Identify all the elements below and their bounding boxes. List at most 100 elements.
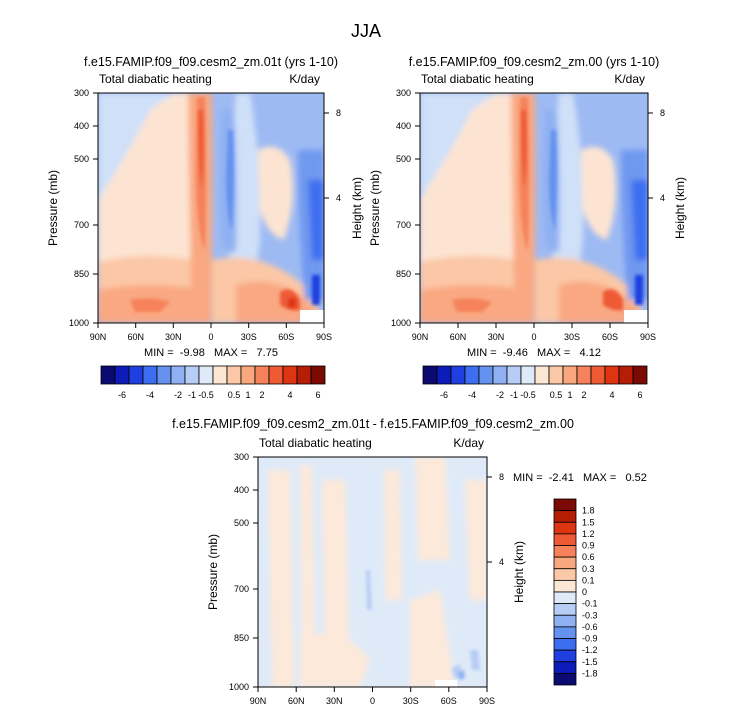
colorbar-swatch (576, 365, 592, 385)
panel-3-y-right-tick-label: 8 (499, 472, 504, 482)
colorbar-swatch (478, 365, 494, 385)
colorbar-swatch (296, 365, 312, 385)
panel-2-y-tick-label: 850 (396, 269, 411, 279)
panel-1-y-tick-label: 500 (74, 154, 89, 164)
colorbar-label: 0.6 (582, 552, 595, 562)
colorbar-swatch (492, 365, 508, 385)
panel-1-ylabel: Pressure (mb) (46, 170, 60, 246)
colorbar-label: 0.5 (550, 390, 563, 400)
panel-3-ylabel-right: Height (km) (512, 541, 526, 603)
panel-3-x-tick-label: 60S (441, 696, 457, 706)
colorbar-swatch (553, 510, 577, 523)
colorbar-swatch (170, 365, 186, 385)
panel-3-y-tick-label: 700 (234, 584, 249, 594)
colorbar-label: -6 (118, 390, 126, 400)
panel-1-y-tick-label: 400 (74, 121, 89, 131)
colorbar-swatch (534, 365, 550, 385)
colorbar-swatch (422, 365, 438, 385)
panel-2-y-tick-label: 500 (396, 154, 411, 164)
panel-1-y-tick-label: 300 (74, 88, 89, 98)
panel-2-y-right-tick-label: 4 (660, 193, 665, 203)
panel-2-y-tick-label: 400 (396, 121, 411, 131)
colorbar-swatch (100, 365, 116, 385)
colorbar-swatch (520, 365, 536, 385)
colorbar-swatch (553, 603, 577, 616)
colorbar-label: -1 (510, 390, 518, 400)
panel-3-y-tick-label: 1000 (229, 682, 249, 692)
panel-2-x-tick-label: 60S (602, 332, 618, 342)
colorbar-label: 1.5 (582, 517, 595, 527)
panel-3-x-ticks: 90N 60N 30N 0 30S 60S 90S (250, 687, 495, 706)
panel-3-y-tick-label: 300 (234, 452, 249, 462)
panel-2-y-ticks: 300 400 500 700 850 1000 (391, 88, 420, 328)
panel-3-x-tick-label: 30S (403, 696, 419, 706)
colorbar-label: 4 (287, 390, 292, 400)
panel-3-y-tick-label: 850 (234, 633, 249, 643)
panel-3-y-ticks: 300 400 500 700 850 1000 (229, 452, 258, 692)
panel-1-y-right-tick-label: 4 (336, 193, 341, 203)
panel-3-y-tick-label: 500 (234, 518, 249, 528)
colorbar-label: 0.5 (228, 390, 241, 400)
panel-2-y-right-ticks: 8 4 (648, 108, 665, 203)
colorbar-label: 0.1 (582, 575, 595, 585)
colorbar-swatch (553, 521, 577, 535)
panel-2-ylabel: Pressure (mb) (368, 170, 382, 246)
colorbar-swatch (268, 365, 284, 385)
panel-3-y-right-ticks: 8 4 (487, 472, 504, 567)
colorbar-label: -0.5 (520, 390, 536, 400)
colorbar-swatch (548, 365, 564, 385)
panel-2-subtitle-left: Total diabatic heating (421, 72, 534, 86)
panel-1-field (98, 93, 324, 323)
colorbar-label: 1 (245, 390, 250, 400)
panel-1-x-tick-label: 90S (316, 332, 332, 342)
panel-2-ylabel-right: Height (km) (673, 177, 687, 239)
colorbar-swatch (226, 365, 242, 385)
colorbar-label: -1.5 (582, 657, 598, 667)
colorbar-swatch (553, 626, 577, 639)
panel-3-x-tick-label: 90N (250, 696, 267, 706)
colorbar-swatch (128, 365, 144, 385)
panel-1-y-ticks: 300 400 500 700 850 1000 (69, 88, 98, 328)
colorbar-label: 1 (567, 390, 572, 400)
colorbar-swatch (632, 365, 648, 385)
colorbar-swatch (240, 365, 256, 385)
panel-3-x-tick-label: 90S (479, 696, 495, 706)
colorbar-label: 6 (315, 390, 320, 400)
panel-3-y-right-tick-label: 4 (499, 557, 504, 567)
panel-1-x-tick-label: 60N (127, 332, 144, 342)
panel-3: f.e15.FAMIP.f09_f09.cesm2_zm.01t - f.e15… (172, 417, 647, 706)
colorbar-swatch (114, 365, 130, 385)
panel-3-colorbar: 1.81.51.20.90.60.30.10-0.1-0.3-0.6-0.9-1… (553, 498, 598, 686)
panel-2-title: f.e15.FAMIP.f09_f09.cesm2_zm.00 (yrs 1-1… (409, 55, 660, 69)
colorbar-swatch (553, 638, 577, 651)
colorbar-swatch (553, 533, 577, 546)
colorbar-swatch (553, 672, 577, 686)
panel-1-x-tick-label: 30N (165, 332, 182, 342)
colorbar-label: -2 (174, 390, 182, 400)
colorbar-label: 2 (259, 390, 264, 400)
colorbar-label: -6 (440, 390, 448, 400)
panel-1-x-tick-label: 90N (90, 332, 107, 342)
panel-1-y-tick-label: 850 (74, 269, 89, 279)
colorbar-label: -4 (146, 390, 154, 400)
colorbar-swatch (553, 649, 577, 663)
colorbar-label: -0.1 (582, 599, 598, 609)
panel-3-title: f.e15.FAMIP.f09_f09.cesm2_zm.01t - f.e15… (172, 417, 574, 431)
panel-2-x-tick-label: 0 (531, 332, 536, 342)
colorbar-swatch (282, 365, 298, 385)
colorbar-label: -4 (468, 390, 476, 400)
panel-3-stats: MIN = -2.41 MAX = 0.52 (513, 472, 647, 484)
colorbar-swatch (254, 365, 270, 385)
panel-2-y-right-tick-label: 8 (660, 108, 665, 118)
panel-2-field (420, 93, 648, 323)
colorbar-label: -0.6 (582, 622, 598, 632)
colorbar-swatch (184, 365, 200, 385)
panel-2-y-tick-label: 700 (396, 220, 411, 230)
colorbar-swatch (142, 365, 158, 385)
colorbar-label: 1.2 (582, 529, 595, 539)
colorbar-swatch (553, 591, 577, 605)
panel-1-ylabel-right: Height (km) (350, 177, 364, 239)
panel-2-x-ticks: 90N 60N 30N 0 30S 60S 90S (412, 323, 656, 342)
panel-1-x-tick-label: 60S (278, 332, 294, 342)
